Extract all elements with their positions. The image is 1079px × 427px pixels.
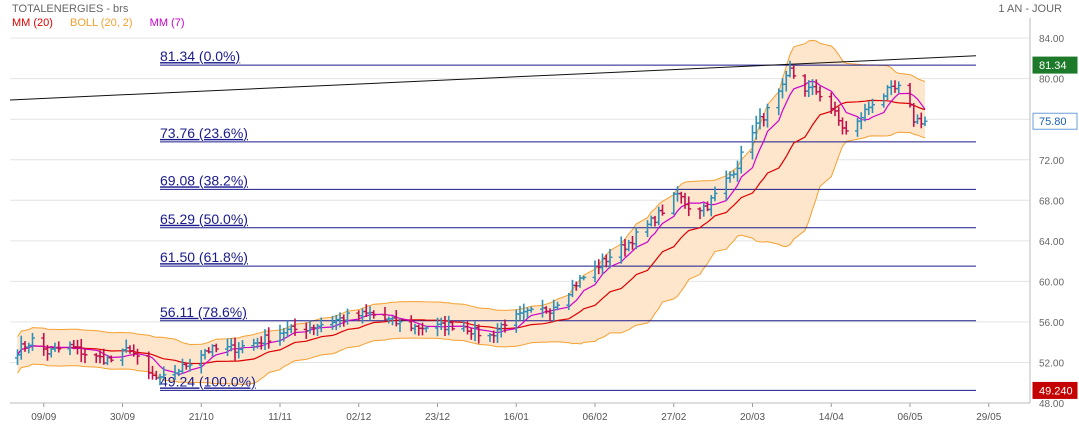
price-badge-label: 81.34 [1039,60,1067,72]
x-tick-label: 14/04 [819,412,844,423]
price-badge-label: 75.80 [1039,116,1067,128]
x-tick-label: 09/09 [31,412,56,423]
bollinger-lower [17,131,926,386]
legend: MM (20) BOLL (20, 2) MM (7) [12,17,198,29]
x-tick-label: 20/03 [740,412,765,423]
x-tick-label: 30/09 [110,412,135,423]
x-tick-label: 11/11 [268,412,292,423]
legend-mm7: MM (7) [149,17,185,29]
fib-label: 81.34 (0.0%) [160,48,240,64]
x-tick-label: 29/05 [976,412,1001,423]
trendline [9,55,977,101]
legend-mm20: MM (20) [12,17,53,29]
price-badge [1032,56,1078,74]
price-badge [1032,381,1078,399]
x-tick-label: 06/05 [897,412,922,423]
y-tick-label: 52.00 [1039,358,1064,369]
fib-label: 49.24 (100.0%) [160,373,256,389]
y-tick-label: 56.00 [1039,318,1064,329]
x-tick-label: 16/01 [504,412,529,423]
y-tick-label: 68.00 [1039,196,1064,207]
y-tick-label: 64.00 [1039,237,1064,248]
x-tick-label: 06/02 [582,412,607,423]
y-tick-label: 60.00 [1039,277,1064,288]
y-tick-label: 80.00 [1039,75,1064,86]
price-badge [1032,112,1078,130]
chart-title: TOTALENERGIES - brs [12,3,129,15]
y-tick-label: 84.00 [1039,34,1064,45]
x-tick-label: 27/02 [661,412,686,423]
y-tick-label: 72.00 [1039,156,1064,167]
fib-label: 65.29 (50.0%) [160,211,248,227]
fib-label: 56.11 (78.6%) [160,304,247,320]
price-badge-label: 49.240 [1039,385,1073,397]
y-tick-label: 48.00 [1039,399,1064,410]
x-tick-label: 23/12 [425,412,450,423]
fib-label: 61.50 (61.8%) [160,249,248,265]
x-tick-label: 02/12 [346,412,371,423]
fib-label: 69.08 (38.2%) [160,172,248,188]
chart-period: 1 AN - JOUR [998,3,1062,15]
legend-boll: BOLL (20, 2) [70,17,133,29]
fib-label: 73.76 (23.6%) [160,125,248,141]
x-tick-label: 21/10 [189,412,214,423]
mm20-line [17,99,926,365]
